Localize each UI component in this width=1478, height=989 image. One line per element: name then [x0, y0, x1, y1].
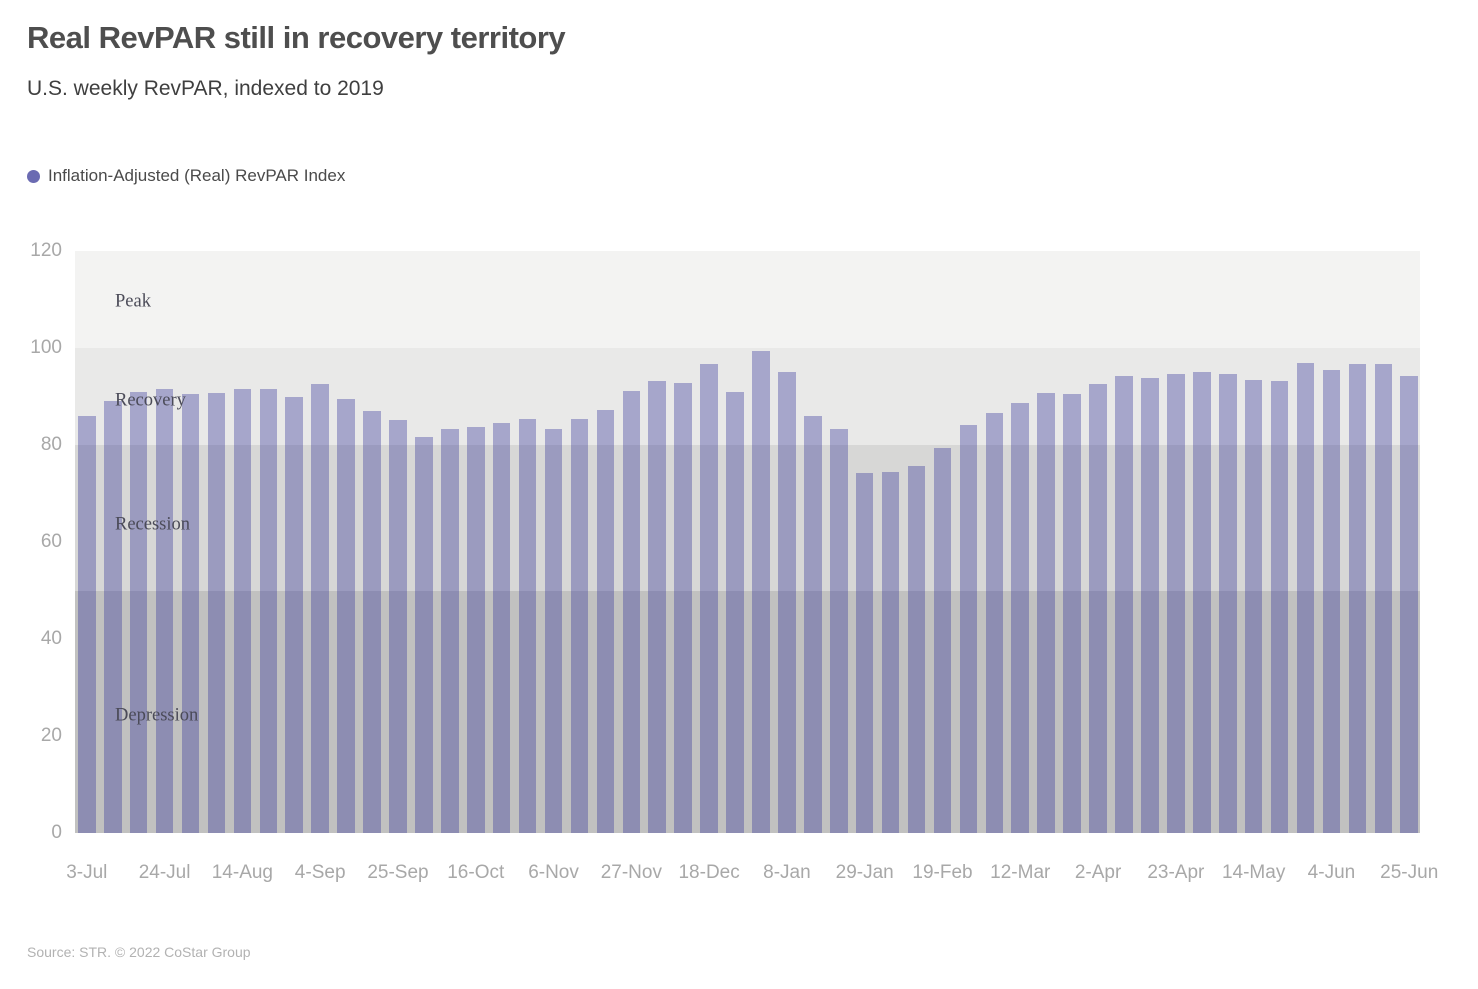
bar-9-Apr — [1115, 376, 1133, 833]
bar-23-Oct — [492, 423, 511, 833]
bar-7-Aug — [207, 392, 226, 833]
x-tick-label-23-Apr: 23-Apr — [1147, 862, 1205, 883]
bar-1-Jan — [752, 350, 770, 833]
x-tick-label-14-May: 14-May — [1221, 862, 1286, 883]
bar-2-Oct — [415, 437, 433, 833]
bar-5-Mar — [985, 412, 1004, 833]
y-tick-label-0: 0 — [51, 822, 62, 843]
plot-area: Depression Recession Recovery Peak — [75, 251, 1420, 833]
bar-11-Dec — [674, 383, 692, 833]
x-tick-label-3-Jul: 3-Jul — [66, 862, 108, 883]
bar-25-Jun — [1400, 376, 1419, 833]
bar-18-Dec — [700, 363, 718, 833]
bar-31-Jul — [181, 394, 200, 833]
bar-19-Feb — [933, 447, 952, 833]
legend-dot-icon — [27, 169, 40, 183]
bar-6-Nov — [544, 429, 563, 833]
bar-13-Nov — [570, 419, 589, 833]
source-note: Source: STR. © 2022 CoStar Group — [27, 944, 251, 960]
bar-7-May — [1218, 373, 1237, 833]
bar-21-Aug — [259, 389, 278, 833]
bar-25-Sep — [389, 419, 407, 833]
bar-16-Oct — [466, 426, 485, 833]
bar-26-Mar — [1063, 394, 1081, 833]
bar-11-Jun — [1348, 363, 1367, 833]
x-tick-label-25-Jun: 25-Jun — [1380, 862, 1439, 883]
x-tick-label-14-Aug: 14-Aug — [211, 862, 274, 883]
bar-28-May — [1296, 363, 1315, 833]
y-tick-label-40: 40 — [40, 628, 62, 649]
band-label-recovery: Recovery — [115, 390, 186, 411]
chart-subtitle: U.S. weekly RevPAR, indexed to 2019 — [27, 77, 384, 100]
bar-27-Nov — [622, 391, 641, 833]
bar-21-May — [1270, 380, 1289, 833]
bar-5-Feb — [881, 471, 900, 833]
bar-11-Sep — [337, 399, 355, 833]
bar-19-Mar — [1037, 392, 1055, 833]
y-tick-label-120: 120 — [30, 240, 62, 261]
bar-26-Feb — [959, 425, 978, 833]
bar-4-Sep — [311, 383, 329, 833]
band-recovery — [75, 348, 1420, 445]
legend: Inflation-Adjusted (Real) RevPAR Index — [27, 166, 345, 186]
x-tick-label-8-Jan: 8-Jan — [763, 862, 811, 883]
bar-28-Aug — [285, 396, 304, 833]
bar-18-Jun — [1374, 363, 1393, 833]
bar-15-Jan — [804, 415, 822, 833]
bar-14-May — [1244, 379, 1263, 833]
bar-9-Oct — [441, 428, 459, 833]
bar-23-Apr — [1167, 374, 1185, 833]
bar-16-Apr — [1141, 378, 1159, 833]
bar-12-Mar — [1011, 402, 1030, 833]
bar-14-Aug — [233, 389, 252, 833]
bar-4-Jun — [1322, 370, 1341, 833]
bar-18-Sep — [363, 410, 381, 833]
bar-20-Nov — [596, 410, 615, 833]
band-depression — [75, 590, 1420, 833]
x-tick-label-19-Feb: 19-Feb — [912, 862, 973, 883]
x-tick-label-29-Jan: 29-Jan — [835, 862, 894, 883]
x-tick-label-4-Jun: 4-Jun — [1307, 862, 1356, 883]
y-tick-label-100: 100 — [30, 337, 62, 358]
bar-17-Jul — [129, 391, 148, 833]
x-tick-label-25-Sep: 25-Sep — [367, 862, 429, 883]
x-tick-label-4-Sep: 4-Sep — [294, 862, 346, 883]
bar-25-Dec — [726, 391, 744, 833]
bar-29-Jan — [855, 473, 874, 833]
band-recession — [75, 445, 1420, 591]
band-label-depression: Depression — [115, 705, 199, 726]
x-tick-label-24-Jul: 24-Jul — [138, 862, 191, 883]
bar-22-Jan — [829, 428, 848, 833]
bar-8-Jan — [778, 371, 796, 833]
y-tick-label-60: 60 — [40, 531, 62, 552]
bar-3-Jul — [78, 415, 96, 833]
x-tick-label-18-Dec: 18-Dec — [678, 862, 740, 883]
band-peak — [75, 251, 1420, 348]
x-tick-label-12-Mar: 12-Mar — [990, 862, 1051, 883]
chart-title: Real RevPAR still in recovery territory — [27, 20, 566, 55]
y-tick-label-20: 20 — [40, 725, 62, 746]
bar-12-Feb — [907, 465, 926, 833]
bar-24-Jul — [155, 389, 174, 833]
bar-4-Dec — [648, 381, 667, 833]
bar-30-Oct — [518, 419, 537, 833]
y-tick-label-80: 80 — [40, 434, 62, 455]
x-tick-label-16-Oct: 16-Oct — [447, 862, 505, 883]
bar-10-Jul — [103, 400, 122, 833]
band-label-peak: Peak — [115, 291, 151, 312]
x-tick-label-6-Nov: 6-Nov — [528, 862, 579, 883]
legend-label: Inflation-Adjusted (Real) RevPAR Index — [48, 166, 346, 185]
band-label-recession: Recession — [115, 514, 191, 535]
x-tick-label-2-Apr: 2-Apr — [1074, 862, 1122, 883]
x-tick-label-27-Nov: 27-Nov — [600, 862, 662, 883]
bar-30-Apr — [1192, 372, 1211, 833]
bar-2-Apr — [1089, 384, 1107, 833]
